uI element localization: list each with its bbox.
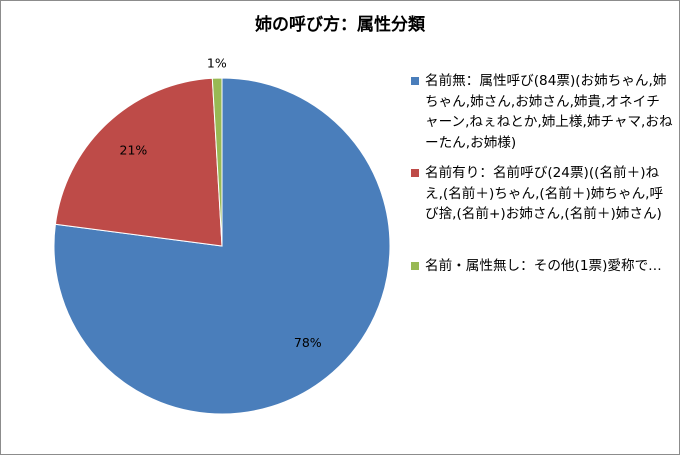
legend-label: 名前有り：名前呼び(24票)((名前＋)ねえ,(名前＋)ちゃん,(名前＋)姉ちゃ… [425, 165, 664, 222]
legend-item-name-call: 名前有り：名前呼び(24票)((名前＋)ねえ,(名前＋)ちゃん,(名前＋)姉ちゃ… [411, 163, 673, 225]
pie-slices [53, 77, 391, 415]
legend-label: 名前・属性無し：その他(1票)愛称で… [425, 257, 662, 274]
pie-slice-2 [211, 77, 223, 247]
pie-slice-0 [53, 77, 391, 415]
pie-slice-1 [54, 77, 223, 247]
pie-percent-labels: 78% 21% 1% [120, 56, 322, 351]
legend-swatch [411, 77, 419, 85]
legend-swatch [411, 261, 419, 270]
legend-swatch [411, 169, 419, 177]
legend-item-other: 名前・属性無し：その他(1票)愛称で… [411, 256, 673, 277]
pie-percent-label-2: 1% [207, 56, 227, 71]
chart-title: 姉の呼び方：属性分類 [255, 15, 425, 35]
legend-label: 名前無：属性呼び(84票)(お姉ちゃん,姉ちゃん,姉さん,お姉さん,姉貴,オネイ… [425, 73, 673, 151]
pie-percent-label-0: 78% [294, 335, 322, 350]
pie-percent-label-1: 21% [120, 142, 148, 157]
legend: 名前無：属性呼び(84票)(お姉ちゃん,姉ちゃん,姉さん,お姉さん,姉貴,オネイ… [411, 71, 673, 276]
legend-item-named-attribute: 名前無：属性呼び(84票)(お姉ちゃん,姉ちゃん,姉さん,お姉さん,姉貴,オネイ… [411, 71, 673, 153]
